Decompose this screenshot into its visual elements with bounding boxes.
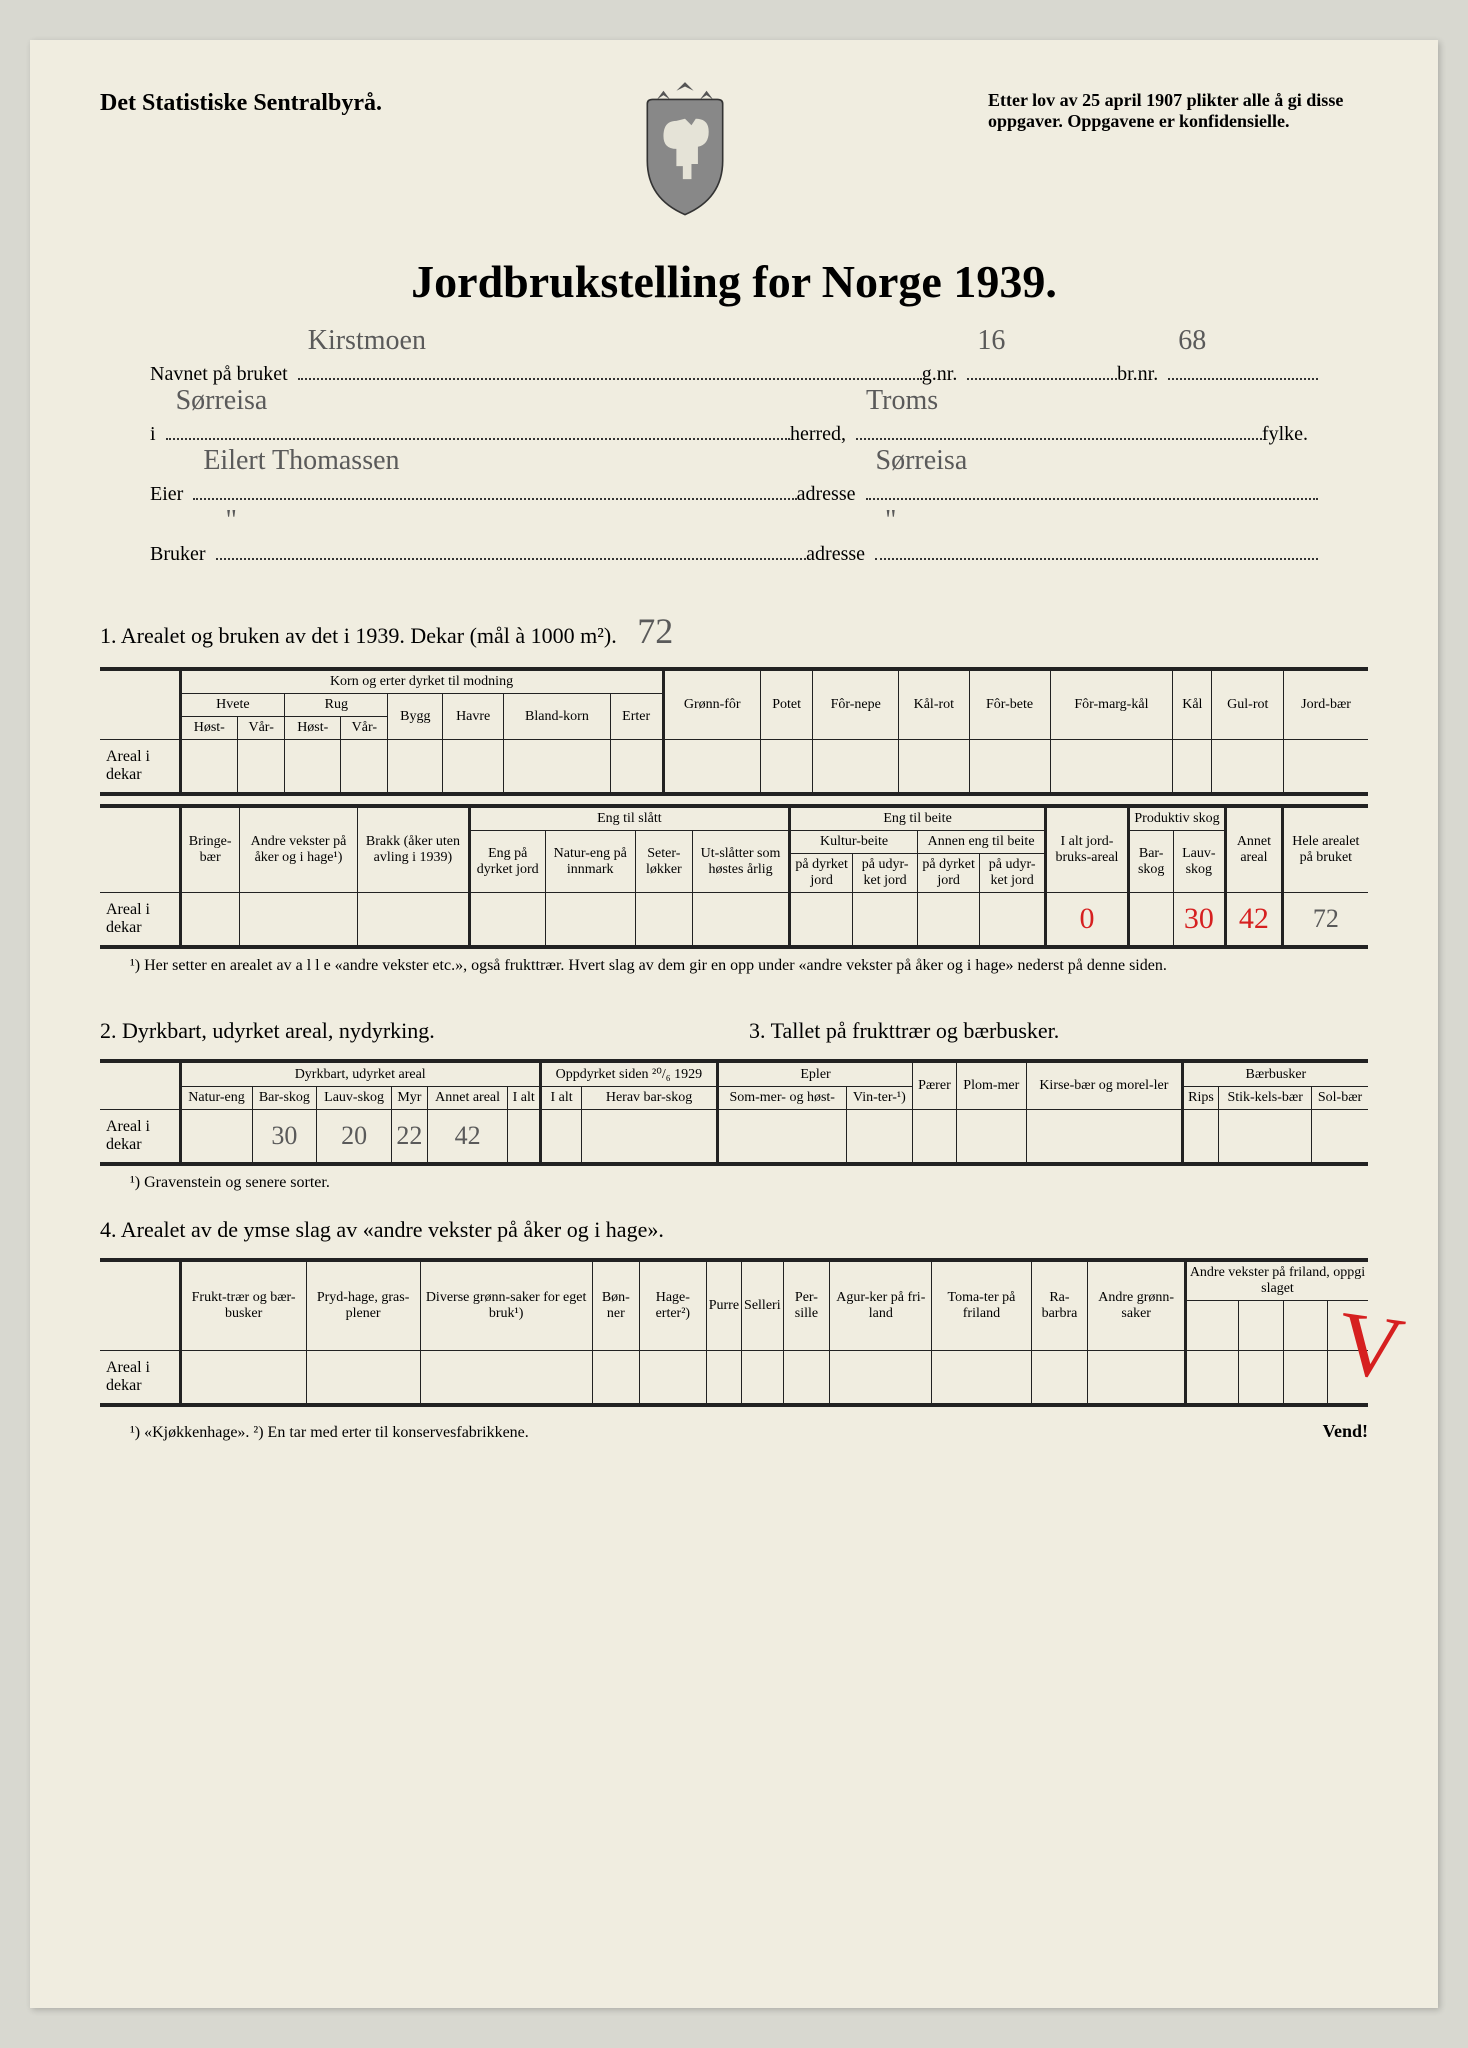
navnet-value: Kirstmoen (308, 305, 426, 378)
col-produktivskog: Produktiv skog (1128, 806, 1225, 831)
row-label-1b: Areal i dekar (100, 893, 180, 948)
col-paerer: Pærer (913, 1061, 956, 1110)
adresse-label-2: adresse (806, 528, 865, 580)
col-blandkorn: Bland-korn (504, 694, 611, 740)
col-engbeite: Eng til beite (790, 806, 1046, 831)
gnr-value: 16 (977, 305, 1005, 378)
main-title: Jordbrukstelling for Norge 1939. (100, 255, 1368, 308)
v-lauv: 30 (1173, 893, 1226, 948)
table-2-3: Dyrkbart, udyrket areal Oppdyrket siden … (100, 1059, 1368, 1166)
col-hvete: Hvete (180, 694, 285, 717)
v-ialt: 0 (1046, 893, 1129, 948)
v2-bar: 30 (252, 1110, 317, 1165)
section3-title: 3. Tallet på frukttrær og bærbusker. (749, 1018, 1368, 1044)
col-erter: Erter (610, 694, 663, 740)
col-dyrkbart: Dyrkbart, udyrket areal (180, 1061, 540, 1087)
row-label-1a: Areal i dekar (100, 740, 180, 795)
section1-title-text: 1. Arealet og bruken av det i 1939. Deka… (100, 623, 617, 648)
bruker-value: " (226, 485, 237, 558)
bruker-adresse: " (885, 485, 896, 558)
korn-group: Korn og erter dyrket til modning (180, 669, 663, 694)
law-notice: Etter lov av 25 april 1907 plikter alle … (988, 90, 1368, 132)
col-baerbusker: Bærbusker (1182, 1061, 1368, 1087)
i-label: i (150, 408, 156, 460)
col-rug: Rug (285, 694, 388, 717)
coat-of-arms-icon (630, 80, 740, 225)
census-form-page: Det Statistiske Sentralbyrå. Etter lov a… (30, 40, 1438, 2008)
col-kalrot: Kål-rot (899, 669, 970, 740)
header: Det Statistiske Sentralbyrå. Etter lov a… (100, 90, 1368, 225)
form-fields: Navnet på bruket Kirstmoen g.nr. 16 br.n… (150, 348, 1318, 580)
col-kirsebaer: Kirse-bær og morel-ler (1026, 1061, 1182, 1110)
section1-title: 1. Arealet og bruken av det i 1939. Deka… (100, 610, 1368, 652)
col-gulrot: Gul-rot (1212, 669, 1284, 740)
table-4: Frukt-trær og bær-busker Pryd-hage, gras… (100, 1258, 1368, 1407)
col-jordbaer: Jord-bær (1284, 669, 1368, 740)
col-forbete: Fôr-bete (969, 669, 1050, 740)
bruker-label: Bruker (150, 528, 206, 580)
col-fornepe: Fôr-nepe (813, 669, 899, 740)
dekar-total: 72 (637, 610, 673, 652)
section4-title: 4. Arealet av de ymse slag av «andre vek… (100, 1217, 1368, 1243)
col-potet: Potet (760, 669, 812, 740)
org-name: Det Statistiske Sentralbyrå. (100, 90, 382, 117)
v2-lauv: 20 (317, 1110, 392, 1165)
col-brakk: Brakk (åker uten avling i 1939) (358, 806, 469, 893)
footnote-4: ¹) «Kjøkkenhage». ²) En tar med erter ti… (130, 1424, 529, 1442)
col-plommer: Plom-mer (956, 1061, 1026, 1110)
col-bygg: Bygg (388, 694, 443, 740)
col-kal: Kål (1173, 669, 1212, 740)
col-oppdyrket: Oppdyrket siden ²⁰/₆ 1929 (540, 1061, 717, 1087)
brnr-value: 68 (1178, 305, 1206, 378)
col-andrevekster: Andre vekster på åker og i hage¹) (239, 806, 358, 893)
col-bringebaer: Bringe-bær (180, 806, 239, 893)
table-1a: Korn og erter dyrket til modning Grønn-f… (100, 667, 1368, 796)
col-annetareal: Annet areal (1226, 806, 1283, 893)
adresse-label: adresse (797, 468, 856, 520)
brnr-label: br.nr. (1117, 348, 1158, 400)
table-1b: Bringe-bær Andre vekster på åker og i ha… (100, 804, 1368, 949)
col-ialtjord: I alt jord-bruks-areal (1046, 806, 1129, 893)
footnote-1: ¹) Her setter en arealet av a l l e «and… (130, 957, 1368, 975)
v-annet: 42 (1226, 893, 1283, 948)
herred-label: herred, (790, 408, 846, 460)
v2-myr: 22 (392, 1110, 428, 1165)
row-label-2: Areal i dekar (100, 1110, 180, 1165)
eier-label: Eier (150, 468, 183, 520)
vend-label: Vend! (1323, 1421, 1368, 1442)
col-epler: Epler (717, 1061, 912, 1087)
col-formargkal: Fôr-marg-kål (1050, 669, 1173, 740)
footnote-2: ¹) Gravenstein og senere sorter. (130, 1174, 1368, 1192)
col-hele: Hele arealet på bruket (1282, 806, 1368, 893)
section2-title: 2. Dyrkbart, udyrket areal, nydyrking. (100, 1018, 719, 1044)
v2-annet: 42 (427, 1110, 508, 1165)
col-havre: Havre (443, 694, 504, 740)
row-label-4: Areal i dekar (100, 1351, 180, 1406)
col-engslatt: Eng til slått (469, 806, 789, 831)
col-gronnfor: Grønn-fôr (663, 669, 760, 740)
fylke-label: fylke. (1262, 408, 1308, 460)
v-hele: 72 (1282, 893, 1368, 948)
